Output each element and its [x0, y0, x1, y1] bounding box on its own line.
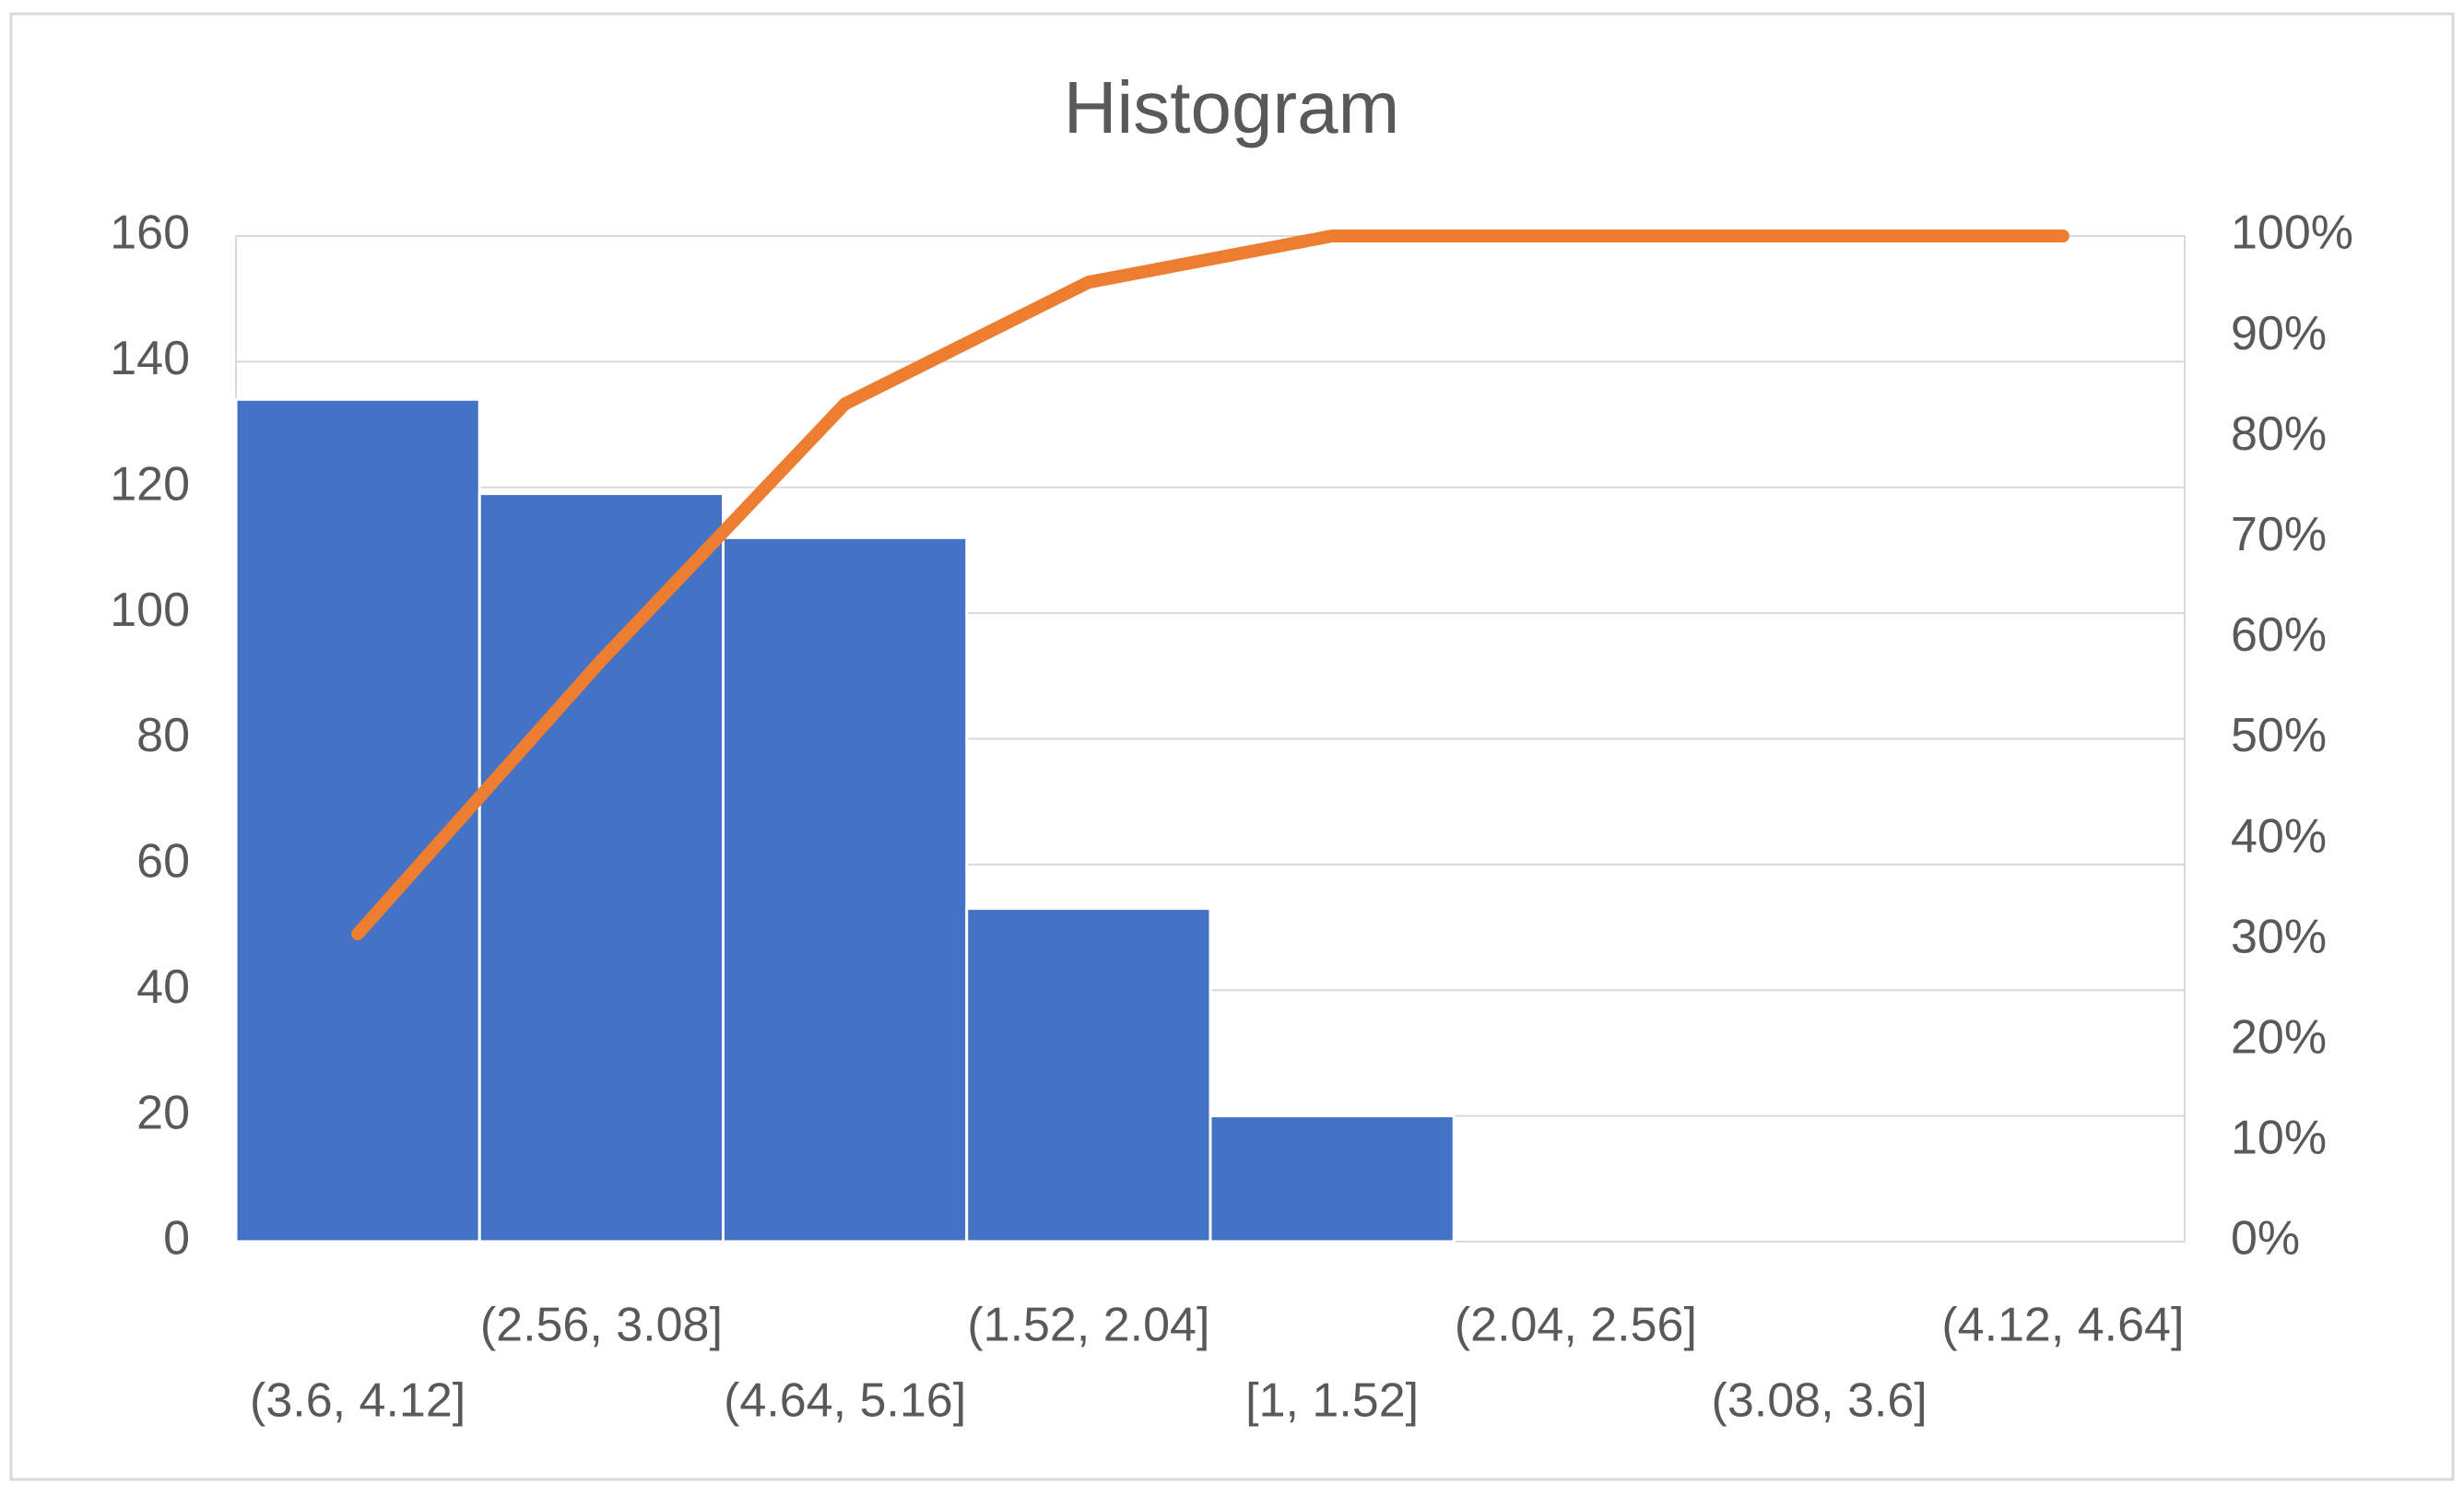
- y-tick-label: 20: [136, 1086, 190, 1139]
- bar: [234, 397, 481, 1243]
- y-tick-label: 100: [110, 583, 190, 637]
- bar: [477, 492, 725, 1243]
- bar: [1208, 1114, 1456, 1243]
- x-tick-label: (2.04, 2.56]: [1455, 1299, 1697, 1352]
- y2-tick-label: 10%: [2231, 1112, 2327, 1165]
- y2-tick-label: 0%: [2231, 1212, 2300, 1266]
- y2-tick-label: 60%: [2231, 608, 2327, 662]
- x-tick-label: (3.08, 3.6]: [1712, 1374, 1928, 1428]
- cumulative-line: [351, 230, 2069, 941]
- bar: [722, 536, 969, 1243]
- x-tick-label: (4.12, 4.64]: [1941, 1299, 2184, 1352]
- y2-tick-label: 70%: [2231, 508, 2327, 561]
- y2-tick-label: 90%: [2231, 307, 2327, 360]
- x-tick-label: (2.56, 3.08]: [480, 1299, 723, 1352]
- y-tick-label: 0: [163, 1212, 190, 1266]
- y2-tick-label: 100%: [2231, 206, 2353, 260]
- y-tick-label: 140: [110, 332, 190, 385]
- chart-title: Histogram: [1064, 66, 1400, 148]
- x-tick-label: (4.64, 5.16]: [724, 1374, 966, 1428]
- y2-tick-label: 40%: [2231, 809, 2327, 863]
- y-tick-label: 60: [136, 835, 190, 889]
- y-tick-label: 120: [110, 457, 190, 511]
- x-tick-label: [1, 1.52]: [1245, 1374, 1419, 1428]
- y2-tick-label: 80%: [2231, 407, 2327, 461]
- x-tick-label: (3.6, 4.12]: [250, 1374, 466, 1428]
- bar: [965, 907, 1212, 1243]
- y-tick-label: 80: [136, 709, 190, 762]
- y-tick-label: 160: [110, 206, 190, 260]
- y2-tick-label: 50%: [2231, 709, 2327, 762]
- x-tick-label: (1.52, 2.04]: [967, 1299, 1209, 1352]
- y2-tick-label: 30%: [2231, 910, 2327, 963]
- y2-tick-label: 20%: [2231, 1011, 2327, 1065]
- y-tick-label: 40: [136, 960, 190, 1014]
